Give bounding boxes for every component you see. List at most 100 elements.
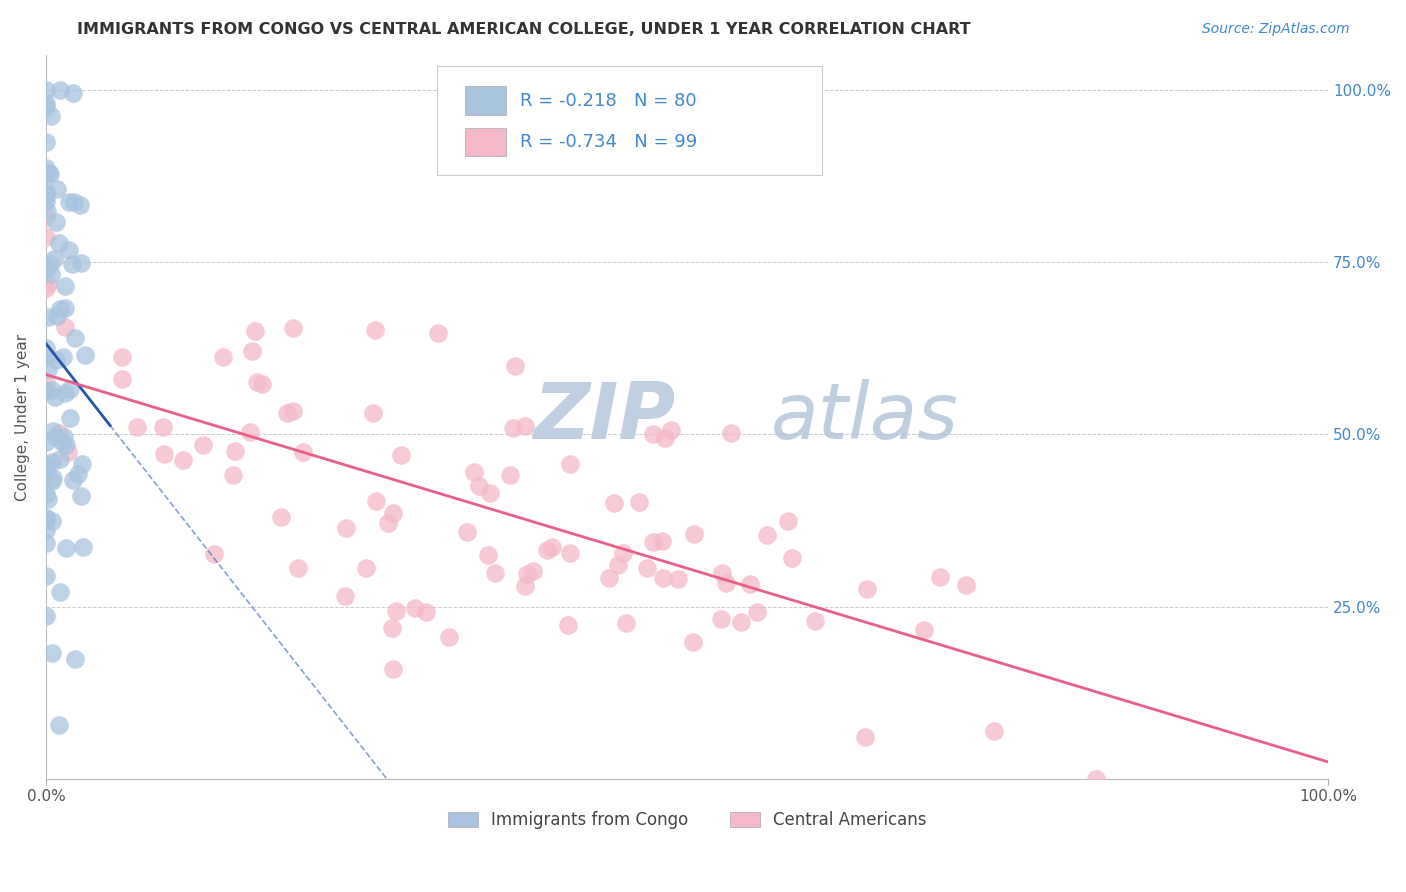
Point (35, 95, 58, 110)
Point (628, 495, 651, 509)
Point (58, 243, 80, 257)
Point (73, 348, 96, 362)
Point (35, 511, 58, 525)
Point (354, 561, 377, 575)
Point (513, 579, 536, 593)
Point (381, 621, 404, 635)
Point (35, 383, 58, 397)
Point (738, 577, 761, 591)
Point (35, 511, 58, 525)
Point (558, 457, 581, 471)
Point (38, 167, 60, 181)
Point (35, 281, 58, 295)
Point (502, 420, 524, 434)
Point (35, 341, 58, 355)
Point (513, 419, 536, 434)
Point (246, 376, 269, 390)
Text: Source: ZipAtlas.com: Source: ZipAtlas.com (1202, 22, 1350, 37)
Point (929, 570, 952, 584)
Point (48, 82, 70, 96)
Point (48, 425, 70, 440)
Point (983, 724, 1005, 739)
Point (38, 166, 60, 180)
Point (283, 403, 305, 417)
Point (437, 630, 460, 644)
Point (111, 372, 134, 386)
Point (35, 82, 58, 96)
Point (41, 455, 63, 469)
Point (46, 309, 69, 323)
Point (292, 444, 315, 458)
Point (35, 609, 58, 624)
Point (381, 662, 404, 676)
Point (172, 453, 194, 467)
Point (58, 195, 80, 210)
Point (69, 255, 91, 269)
Text: IMMIGRANTS FROM CONGO VS CENTRAL AMERICAN COLLEGE, UNDER 1 YEAR CORRELATION CHAR: IMMIGRANTS FROM CONGO VS CENTRAL AMERICA… (77, 22, 972, 37)
Point (49, 301, 72, 316)
Legend: Immigrants from Congo, Central Americans: Immigrants from Congo, Central Americans (441, 805, 934, 836)
Point (361, 405, 384, 419)
Text: R = -0.734   N = 99: R = -0.734 N = 99 (520, 133, 697, 151)
Point (516, 567, 538, 582)
Point (503, 359, 526, 374)
Point (35, 211, 58, 225)
Point (222, 468, 245, 483)
Point (49, 585, 72, 599)
Point (335, 521, 357, 535)
Point (240, 344, 263, 359)
Point (35, 470, 58, 484)
Point (243, 324, 266, 338)
Point (276, 406, 298, 420)
Point (35, 135, 58, 149)
Point (224, 444, 246, 458)
Point (41, 475, 63, 489)
Point (111, 350, 134, 364)
Point (456, 525, 478, 540)
Point (37, 203, 59, 218)
Point (37, 491, 59, 506)
Point (37, 277, 59, 291)
Point (35, 460, 58, 475)
Point (49, 451, 72, 466)
Point (39, 109, 62, 123)
Point (912, 623, 935, 637)
Point (652, 571, 675, 585)
Point (51, 434, 73, 449)
Point (41, 646, 63, 660)
Point (41, 383, 63, 397)
Point (42, 424, 65, 438)
Point (364, 323, 387, 337)
Point (364, 493, 387, 508)
Point (127, 420, 149, 434)
Text: atlas: atlas (770, 379, 959, 455)
Point (35, 230, 58, 244)
Point (35, 569, 58, 583)
Point (730, 615, 752, 629)
Point (612, 546, 634, 560)
Point (39, 267, 62, 281)
Point (614, 616, 637, 631)
Point (636, 561, 658, 575)
Point (45, 215, 67, 229)
Point (404, 600, 426, 615)
Point (62, 86, 84, 100)
Point (60, 257, 83, 271)
Point (682, 635, 704, 649)
Point (659, 423, 682, 437)
Y-axis label: College, Under 1 year: College, Under 1 year (15, 334, 30, 500)
Point (70, 489, 93, 503)
Point (35, 260, 58, 274)
Point (35, 487, 58, 501)
Point (42, 252, 65, 267)
Point (468, 479, 491, 493)
Point (46, 182, 69, 196)
Point (35, 435, 58, 450)
Point (955, 578, 977, 592)
Point (1085, 772, 1108, 786)
Point (281, 321, 304, 335)
Point (45, 353, 67, 368)
Point (498, 467, 520, 482)
Point (606, 558, 628, 573)
Point (385, 604, 408, 618)
